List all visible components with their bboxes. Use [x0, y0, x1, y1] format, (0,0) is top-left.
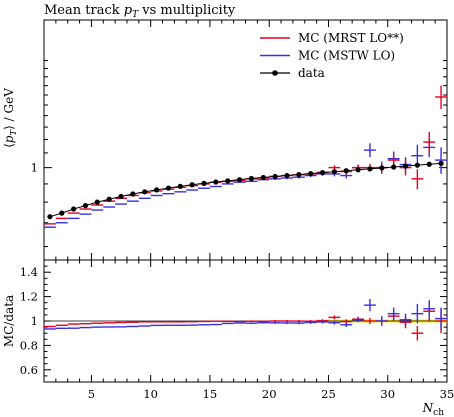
- data-point: [165, 185, 172, 191]
- legend: MC (MRST LO**) MC (MSTW LO) data: [260, 31, 404, 80]
- ratio-y-tick-label: 1: [31, 314, 38, 328]
- main-y-axis-title-rest: ⟩ / GeV: [2, 88, 16, 130]
- data-point: [236, 177, 243, 183]
- legend-label: MC (MRST LO**): [298, 31, 404, 45]
- data-series-line: [49, 162, 442, 218]
- data-point: [59, 210, 65, 216]
- data-point: [177, 183, 183, 189]
- main-y-axis-title-open: ⟨: [2, 143, 16, 148]
- data-point: [154, 187, 160, 193]
- data-point: [391, 164, 397, 170]
- data-point: [189, 182, 195, 188]
- data-point: [308, 171, 314, 177]
- x-axis-title-subscript: ch: [433, 408, 444, 417]
- x-tick-label: 30: [380, 387, 395, 401]
- legend-label: data: [298, 66, 325, 80]
- ratio-series: [44, 299, 447, 341]
- ratio-panel: 0.6 0.8 1 1.2 1.4: [20, 259, 448, 383]
- main-y-axis-title-subscript: T: [9, 129, 19, 136]
- data-point: [106, 196, 112, 202]
- data-point: [225, 178, 231, 184]
- data-point: [142, 189, 148, 195]
- chart-title: Mean track pT vs multiplicity: [44, 3, 236, 20]
- main-series: [44, 85, 447, 228]
- ratio-y-tick-label: 0.6: [20, 363, 38, 377]
- main-y-tick-label: 1: [31, 161, 38, 175]
- data-point: [331, 169, 337, 175]
- data-point: [284, 172, 290, 179]
- x-tick-label: 5: [88, 387, 95, 401]
- mc-mrst-main-group: [44, 85, 447, 225]
- data-point: [438, 160, 444, 166]
- ratio-y-tick-label: 1.4: [20, 265, 38, 279]
- chart-title-suffix: vs multiplicity: [138, 3, 236, 18]
- data-point: [379, 165, 385, 171]
- x-axis-title: Nch: [422, 401, 445, 417]
- data-point: [414, 162, 420, 168]
- data-point: [402, 163, 409, 169]
- main-panel: 1 MC (MRST LO**) MC (MSTW LO) data: [31, 19, 448, 261]
- data-point: [355, 167, 361, 173]
- data-point: [426, 161, 432, 167]
- mc-mstw-ratio-group: [44, 299, 447, 330]
- data-point: [213, 179, 219, 185]
- legend-swatch-marker: [272, 70, 278, 76]
- x-tick-label: 35: [440, 387, 454, 401]
- data-point: [367, 166, 373, 172]
- main-y-axis-title: ⟨pT⟩ / GeV: [2, 88, 19, 148]
- x-tick-label: 20: [262, 387, 277, 401]
- x-tick-label: 25: [321, 387, 336, 401]
- data-point: [248, 175, 255, 182]
- chart-title-subscript: T: [132, 10, 139, 20]
- data-point: [82, 203, 89, 209]
- x-axis-tick-labels: 5 10 15 20 25 30 35: [88, 387, 454, 401]
- data-point: [260, 174, 266, 181]
- x-axis-title-symbol: N: [422, 401, 434, 415]
- data-point: [296, 171, 302, 178]
- data-point: [130, 191, 136, 197]
- data-point: [47, 214, 53, 220]
- data-point: [272, 173, 278, 180]
- ratio-y-tick-label: 0.8: [20, 338, 38, 352]
- x-tick-label: 10: [143, 387, 158, 401]
- ratio-axis-ticks: 0.6 0.8 1 1.2 1.4: [20, 259, 448, 383]
- legend-label: MC (MSTW LO): [298, 49, 395, 63]
- data-point: [71, 206, 77, 212]
- data-point: [319, 170, 326, 176]
- chart-title-symbol: p: [124, 3, 133, 18]
- main-axis-ticks: 1: [31, 20, 448, 260]
- data-point: [118, 193, 124, 200]
- mc-mstw-main-group: [44, 138, 447, 228]
- data-point: [343, 168, 349, 174]
- x-tick-label: 15: [203, 387, 218, 401]
- chart-title-prefix: Mean track: [44, 3, 124, 18]
- main-y-axis-title-symbol: p: [2, 135, 16, 143]
- ratio-y-tick-label: 1.2: [20, 290, 38, 304]
- ratio-y-axis-title: MC/data: [2, 295, 16, 347]
- data-point: [94, 199, 100, 205]
- data-point: [201, 180, 207, 186]
